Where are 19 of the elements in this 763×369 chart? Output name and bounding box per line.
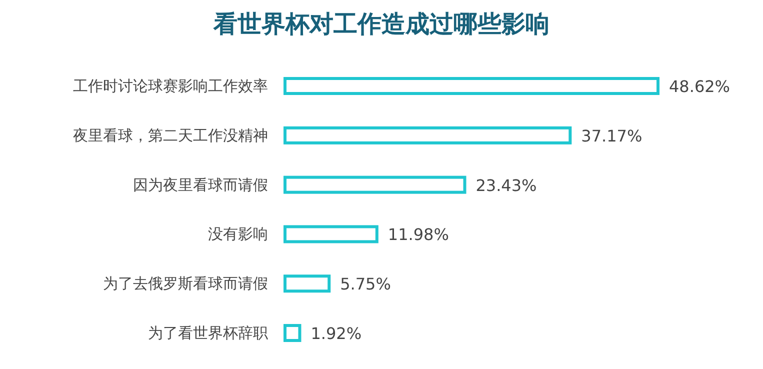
data-label: 5.75% xyxy=(340,274,391,294)
data-label: 37.17% xyxy=(581,126,642,146)
y-tick-label: 工作时讨论球赛影响工作效率 xyxy=(73,77,268,95)
data-label: 48.62% xyxy=(669,77,730,96)
y-tick-label: 夜里看球，第二天工作没精神 xyxy=(73,126,268,144)
y-tick-label: 因为夜里看球而请假 xyxy=(133,176,268,194)
y-tick-label: 为了去俄罗斯看球而请假 xyxy=(103,274,268,293)
bar xyxy=(284,225,378,244)
chart-title: 看世界杯对工作造成过哪些影响 xyxy=(212,10,550,38)
data-label: 23.43% xyxy=(476,176,537,195)
bar xyxy=(284,324,302,342)
y-tick-label: 为了看世界杯辞职 xyxy=(148,324,268,342)
bar xyxy=(284,176,466,194)
bar xyxy=(284,77,660,95)
bar xyxy=(284,126,572,144)
data-label: 11.98% xyxy=(388,225,449,244)
y-tick-label: 没有影响 xyxy=(208,225,268,244)
data-label: 1.92% xyxy=(310,324,362,343)
bar xyxy=(284,274,331,293)
